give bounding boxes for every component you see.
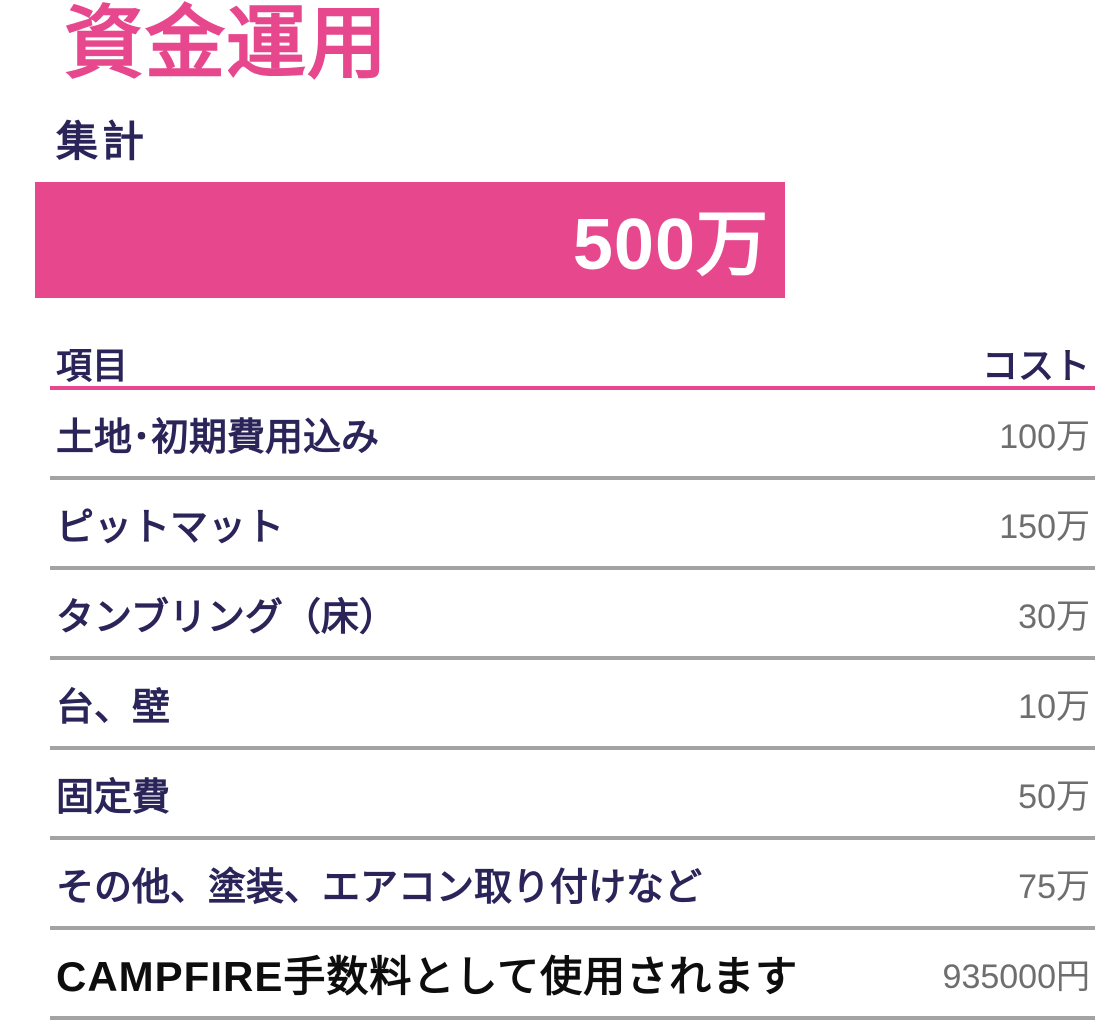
cost-table: 項目 コスト 土地･初期費用込み 100万 ピットマット 150万 タンブリング… xyxy=(50,338,1095,1020)
table-header-row: 項目 コスト xyxy=(50,338,1095,390)
row-cost-value: 50万 xyxy=(1018,777,1090,816)
row-item-label: ピットマット xyxy=(56,506,285,549)
total-banner: 500万 xyxy=(35,182,785,298)
row-item-label: 土地･初期費用込み xyxy=(56,416,380,459)
row-cost-value: 10万 xyxy=(1018,687,1090,726)
table-row: 固定費 50万 xyxy=(50,750,1095,840)
row-item-label: 台、壁 xyxy=(56,686,171,729)
page-title: 資金運用 xyxy=(64,0,388,88)
summary-label: 集計 xyxy=(56,118,149,165)
column-header-item: 項目 xyxy=(56,345,129,386)
row-cost-value: 30万 xyxy=(1018,597,1090,636)
table-row-campfire-fee: CAMPFIRE手数料として使用されます 935000円 xyxy=(50,930,1095,1020)
row-item-label: 固定費 xyxy=(56,776,171,819)
row-cost-value: 100万 xyxy=(999,417,1090,456)
table-row: タンブリング（床） 30万 xyxy=(50,570,1095,660)
table-row: その他、塗装、エアコン取り付けなど 75万 xyxy=(50,840,1095,930)
row-item-label: CAMPFIRE手数料として使用されます xyxy=(56,952,799,1000)
row-cost-value: 75万 xyxy=(1018,867,1090,906)
table-row: ピットマット 150万 xyxy=(50,480,1095,570)
total-amount: 500万 xyxy=(572,205,769,285)
row-cost-value: 150万 xyxy=(999,507,1090,546)
table-row: 台、壁 10万 xyxy=(50,660,1095,750)
row-cost-value: 935000円 xyxy=(942,957,1090,996)
row-item-label: その他、塗装、エアコン取り付けなど xyxy=(56,866,703,909)
column-header-cost: コスト xyxy=(981,345,1090,386)
row-item-label: タンブリング（床） xyxy=(56,596,397,639)
table-row: 土地･初期費用込み 100万 xyxy=(50,390,1095,480)
